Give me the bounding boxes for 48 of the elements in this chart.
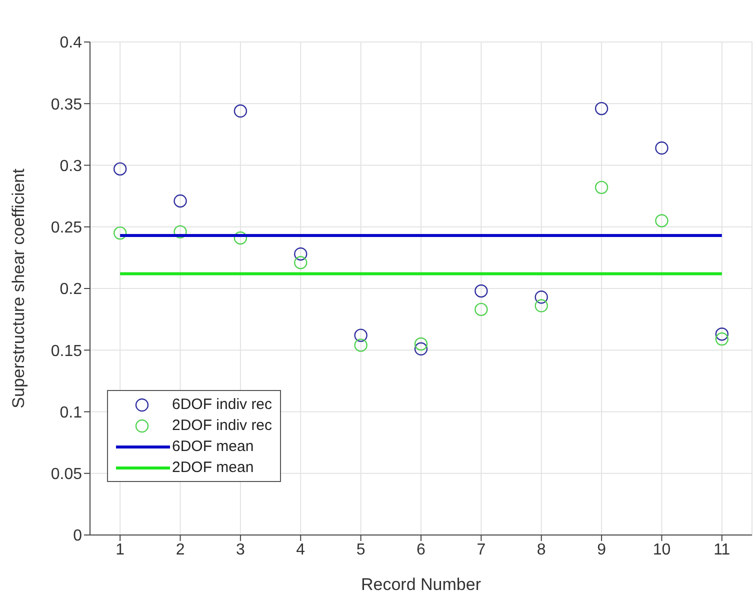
x-tick-label: 8 [536,541,546,558]
point [715,328,729,341]
y-tick-label: 0.15 [50,342,82,360]
y-tick-label: 0 [73,528,82,545]
y-tick-label: 0.35 [50,96,82,114]
point [715,332,729,346]
x-tick-label: 7 [476,541,486,558]
point [174,225,187,238]
point [414,337,428,351]
x-tick-label: 4 [296,541,306,558]
point [534,290,548,304]
point [655,214,668,228]
point [594,102,608,116]
point [354,338,368,352]
x-tick-label: 11 [714,541,730,558]
point [234,104,248,118]
y-tick-label: 0.25 [50,220,82,237]
legend-label: 6DOF mean [172,438,254,455]
y-tick-label: 0.4 [60,34,82,52]
x-tick-label: 9 [597,541,606,558]
y-axis-title: Superstructure shear coefficient [9,168,28,408]
legend-label: 6DOF indiv rec [172,396,272,413]
point [474,302,488,316]
x-tick-label: 10 [652,541,671,558]
y-tick-label: 0.2 [60,281,82,298]
point [113,162,127,176]
x-tick-label: 1 [116,541,125,558]
point [294,247,308,261]
point [534,299,548,312]
x-axis-title: Record Number [361,575,482,594]
legend-label: 2DOF indiv rec [172,417,272,434]
point [414,342,428,356]
point [113,226,127,240]
point [594,180,608,194]
x-tick-label: 3 [236,541,245,558]
point [174,194,187,208]
y-tick-label: 0.3 [60,158,82,175]
point [294,256,308,270]
x-tick-label: 5 [356,541,366,558]
legend-label: 2DOF mean [172,459,254,476]
point [474,284,488,298]
x-tick-label: 2 [176,541,185,558]
point [354,328,368,342]
x-tick-label: 6 [416,541,426,558]
point [655,141,668,155]
y-tick-label: 0.05 [50,466,82,484]
point [234,231,248,245]
y-tick-label: 0.1 [60,404,82,422]
